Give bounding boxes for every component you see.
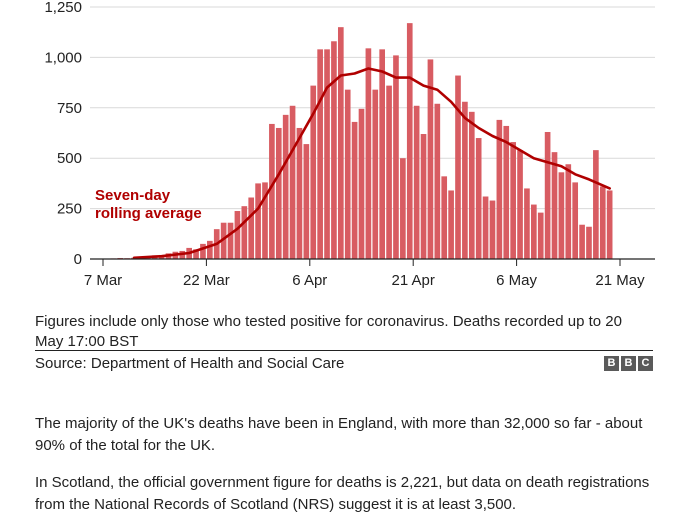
bar xyxy=(352,122,358,259)
bar xyxy=(600,186,606,259)
bar xyxy=(228,223,234,259)
y-tick-label: 500 xyxy=(57,150,82,167)
bar xyxy=(393,55,399,259)
bar xyxy=(510,142,516,259)
bar xyxy=(455,76,461,259)
bar xyxy=(448,190,454,259)
bar xyxy=(400,158,406,259)
bar xyxy=(366,48,372,259)
bar xyxy=(338,27,344,259)
bar xyxy=(276,128,282,259)
bar xyxy=(593,150,599,259)
bar xyxy=(414,106,420,259)
bar xyxy=(559,172,565,259)
bar xyxy=(324,49,330,259)
bar xyxy=(379,49,385,259)
bar xyxy=(462,102,468,259)
bar xyxy=(331,41,337,259)
chart-note: Figures include only those who tested po… xyxy=(35,312,645,352)
bar xyxy=(200,244,206,259)
bar xyxy=(255,183,261,259)
bar xyxy=(248,198,254,259)
x-tick-label: 21 May xyxy=(595,272,645,289)
divider xyxy=(35,350,653,351)
bar xyxy=(538,213,544,259)
bar xyxy=(317,49,323,259)
bar xyxy=(531,205,537,259)
bar xyxy=(572,182,578,259)
bar xyxy=(517,150,523,259)
bar xyxy=(476,138,482,259)
bar xyxy=(565,164,571,259)
bar xyxy=(372,90,378,259)
bar xyxy=(241,206,247,259)
bar xyxy=(207,241,213,259)
x-tick-label: 21 Apr xyxy=(392,272,435,289)
annotation-line-1: Seven-day xyxy=(95,187,171,204)
bar xyxy=(359,109,365,259)
bbc-logo: B B C xyxy=(604,356,653,371)
chart-bars xyxy=(104,23,613,259)
y-tick-label: 750 xyxy=(57,100,82,117)
bar xyxy=(297,128,303,259)
x-tick-label: 22 Mar xyxy=(183,272,230,289)
bbc-logo-letter: B xyxy=(604,356,619,371)
bar xyxy=(386,86,392,259)
bar xyxy=(407,23,413,259)
bar xyxy=(441,176,447,259)
x-tick-label: 6 May xyxy=(496,272,537,289)
y-tick-label: 250 xyxy=(57,201,82,218)
bbc-logo-letter: B xyxy=(621,356,636,371)
bar xyxy=(421,134,427,259)
bar xyxy=(435,104,441,259)
bbc-logo-letter: C xyxy=(638,356,653,371)
bar xyxy=(579,225,585,259)
bar xyxy=(283,115,289,259)
bar xyxy=(235,211,241,259)
bar xyxy=(345,90,351,259)
x-tick-label: 6 Apr xyxy=(292,272,327,289)
bar xyxy=(607,190,613,259)
bar xyxy=(552,152,558,259)
y-tick-label: 0 xyxy=(74,251,82,268)
bar xyxy=(503,126,509,259)
bar xyxy=(586,227,592,259)
bar xyxy=(469,112,475,259)
chart-source: Source: Department of Health and Social … xyxy=(35,355,344,372)
y-tick-label: 1,000 xyxy=(44,49,82,66)
bar xyxy=(545,132,551,259)
y-tick-label: 1,250 xyxy=(44,0,82,16)
x-tick-label: 7 Mar xyxy=(84,272,122,289)
article-paragraph-england: The majority of the UK's deaths have bee… xyxy=(35,413,660,457)
article-paragraph-scotland: In Scotland, the official government fig… xyxy=(35,472,660,516)
bar xyxy=(290,106,296,259)
deaths-chart: 1,250 1,000 750 500 250 07 Mar 22 Mar 6 Apr 21 A… xyxy=(0,0,700,300)
annotation-line-2: rolling average xyxy=(95,205,202,222)
bar xyxy=(524,188,530,259)
bar xyxy=(483,197,489,260)
bar xyxy=(304,144,310,259)
bar xyxy=(490,201,496,259)
